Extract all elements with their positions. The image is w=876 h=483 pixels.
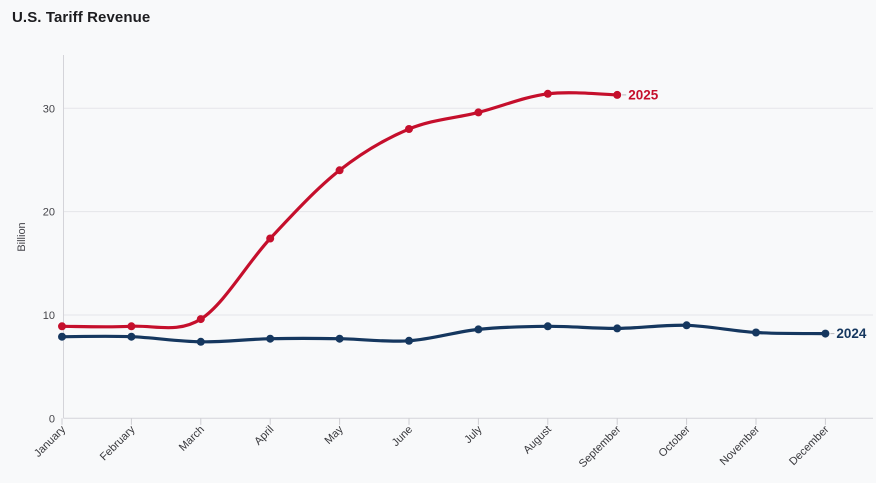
- series-2025: 2025: [58, 87, 659, 331]
- x-tick-label-june: June: [390, 424, 415, 449]
- x-tick-label-october: October: [657, 423, 693, 459]
- x-tick-label-march: March: [177, 424, 207, 454]
- y-tick-label-10: 10: [43, 310, 55, 322]
- data-point-2024-march[interactable]: [196, 337, 205, 346]
- data-point-2024-july[interactable]: [474, 325, 483, 334]
- data-point-2025-august[interactable]: [543, 89, 552, 98]
- series-label-2024: 2024: [836, 326, 867, 341]
- series-line-2025: [60, 91, 619, 330]
- data-point-2025-january[interactable]: [58, 322, 66, 331]
- data-point-2024-august[interactable]: [543, 322, 552, 331]
- axes: [63, 55, 873, 419]
- data-point-2024-may[interactable]: [335, 334, 344, 343]
- chart-title: U.S. Tariff Revenue: [12, 9, 151, 26]
- data-point-2024-april[interactable]: [266, 334, 275, 343]
- y-tick-label-20: 20: [43, 207, 55, 219]
- data-point-2025-september[interactable]: [613, 90, 622, 99]
- data-point-2024-january[interactable]: [58, 332, 66, 341]
- y-tick-label-30: 30: [43, 103, 55, 115]
- x-tick-label-august: August: [521, 424, 554, 457]
- x-tick-label-february: February: [98, 423, 138, 463]
- x-tick-label-november: November: [718, 423, 763, 468]
- data-point-2025-may[interactable]: [335, 166, 344, 175]
- x-tick-label-september: September: [577, 423, 624, 470]
- series-label-2025: 2025: [628, 87, 659, 102]
- gridlines: [63, 107, 873, 316]
- series-line-2024: [60, 323, 827, 344]
- x-tick-label-july: July: [462, 423, 485, 446]
- x-tick-label-may: May: [323, 423, 347, 447]
- x-axis-labels: January February March April May June July Augu…: [32, 418, 832, 470]
- data-point-2025-february[interactable]: [127, 322, 136, 331]
- data-point-2025-march[interactable]: [196, 315, 205, 324]
- y-axis-title: Billion: [16, 222, 28, 251]
- x-tick-label-december: December: [787, 423, 832, 468]
- data-point-2024-june[interactable]: [405, 336, 413, 345]
- data-point-2025-june[interactable]: [405, 125, 413, 133]
- data-point-2024-october[interactable]: [682, 321, 691, 330]
- data-point-2025-april[interactable]: [266, 234, 275, 243]
- series-2024: 2024: [58, 321, 867, 346]
- data-point-2024-february[interactable]: [127, 332, 136, 341]
- x-tick-label-january: January: [32, 423, 69, 460]
- y-axis-labels: 0 10 20 30: [43, 103, 55, 425]
- data-point-2024-november[interactable]: [752, 328, 760, 337]
- data-point-2024-december[interactable]: [821, 329, 830, 338]
- data-point-2024-september[interactable]: [613, 324, 622, 333]
- y-tick-label-0: 0: [49, 413, 55, 425]
- data-point-2025-july[interactable]: [474, 108, 483, 117]
- x-tick-label-april: April: [252, 424, 276, 448]
